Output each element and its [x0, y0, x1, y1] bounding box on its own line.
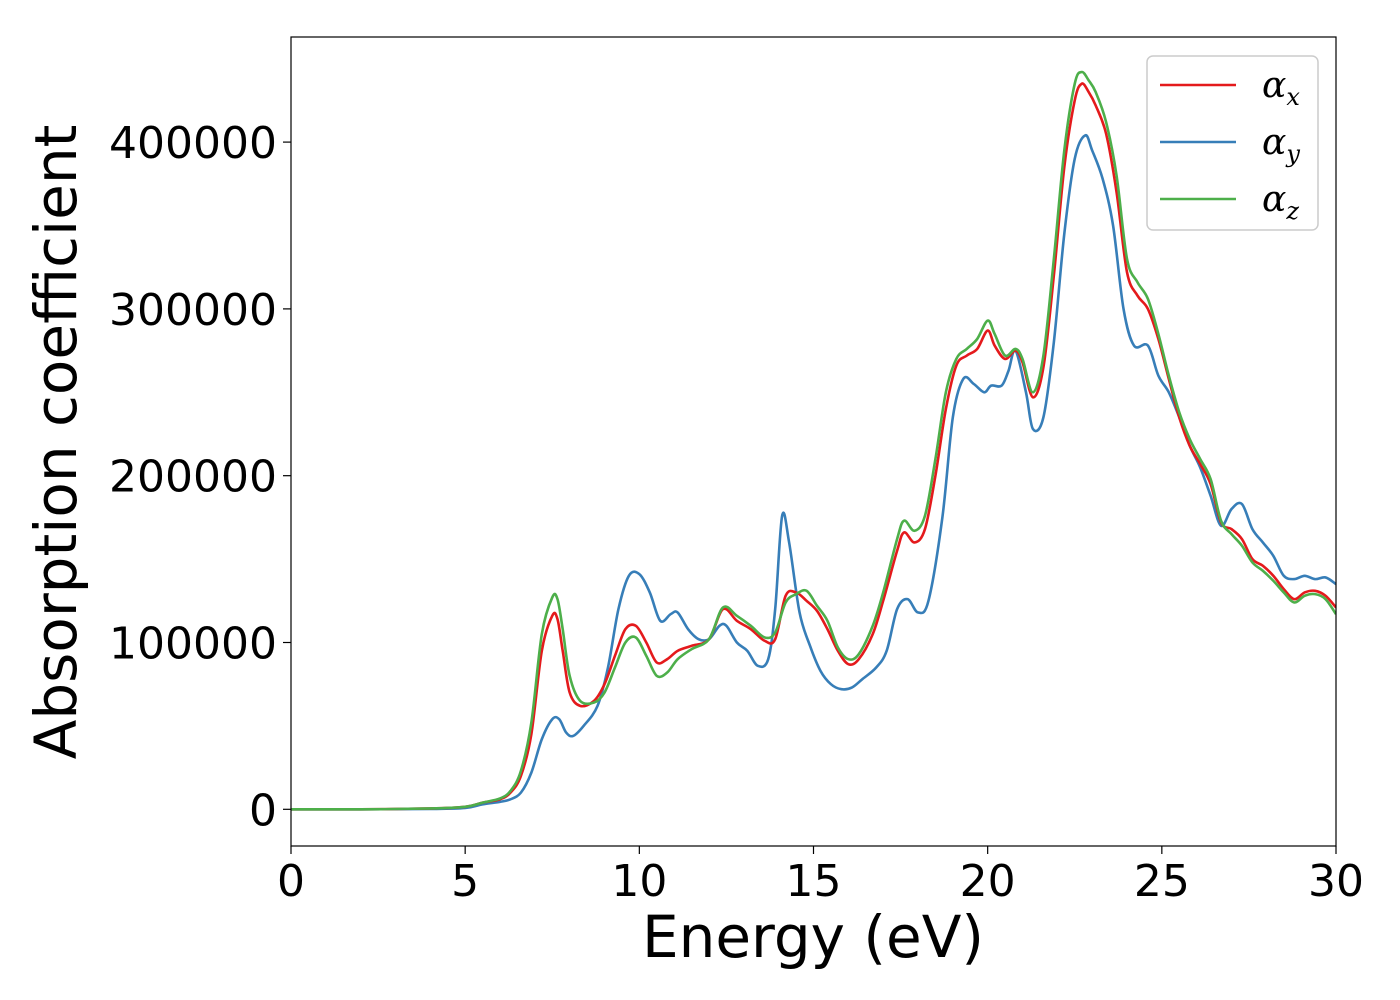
series-line-x: [291, 82, 1336, 811]
x-tick-label: 30: [1308, 856, 1364, 907]
y-tick-label: 0: [249, 785, 277, 836]
legend-label-x: αx: [1262, 65, 1300, 111]
x-tick-label: 20: [960, 856, 1016, 907]
x-tick-label: 10: [611, 856, 667, 907]
y-tick-label: 200000: [109, 452, 277, 503]
legend-label-y: αy: [1262, 122, 1300, 168]
x-axis: 0 5 10 15 20 25 30: [277, 846, 1364, 907]
series-layer: [291, 70, 1336, 811]
x-tick-label: 15: [786, 856, 842, 907]
series-line-z: [291, 70, 1336, 811]
x-tick-label: 0: [277, 856, 305, 907]
x-tick-label: 25: [1134, 856, 1190, 907]
y-tick-label: 400000: [109, 118, 277, 169]
y-axis-title: Absorption coefficient: [22, 125, 90, 760]
y-tick-label: 300000: [109, 285, 277, 336]
y-axis: 0 100000 200000 300000 400000: [109, 118, 291, 836]
x-tick-label: 5: [451, 856, 479, 907]
x-axis-title: Energy (eV): [642, 903, 984, 971]
legend-label-z: αz: [1262, 179, 1299, 225]
legend: αx αy αz: [1146, 55, 1319, 231]
y-tick-label: 100000: [109, 618, 277, 669]
